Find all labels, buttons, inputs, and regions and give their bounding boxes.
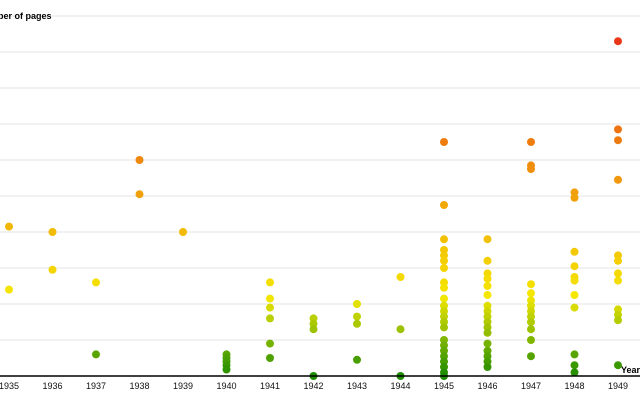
data-point xyxy=(440,201,448,209)
data-point xyxy=(353,319,361,328)
x-tick-label: 1940 xyxy=(216,381,236,391)
data-point xyxy=(614,256,622,265)
data-point xyxy=(570,291,579,299)
data-point xyxy=(570,361,579,370)
data-point xyxy=(614,269,622,278)
x-tick-label: 1936 xyxy=(42,381,62,391)
data-point xyxy=(614,276,622,285)
data-point xyxy=(266,294,274,303)
data-point xyxy=(483,256,492,265)
y-axis-title: Number of pages xyxy=(0,11,52,21)
data-point xyxy=(527,289,535,298)
data-point xyxy=(570,303,579,312)
data-point xyxy=(570,262,579,271)
data-point xyxy=(309,325,318,334)
data-point xyxy=(222,365,231,374)
data-point xyxy=(266,354,274,362)
data-point xyxy=(440,235,448,244)
data-point xyxy=(353,355,361,364)
data-point xyxy=(266,339,274,348)
data-points xyxy=(5,37,622,380)
x-tick-label: 1941 xyxy=(260,381,280,391)
gridlines xyxy=(0,15,640,341)
data-point xyxy=(614,361,622,370)
x-tick-label: 1945 xyxy=(434,381,454,391)
data-point xyxy=(570,368,579,377)
data-point xyxy=(570,276,579,285)
data-point xyxy=(614,136,622,145)
data-point xyxy=(179,228,187,236)
data-point xyxy=(48,265,57,274)
data-point xyxy=(614,37,622,46)
data-point xyxy=(614,316,622,325)
data-point xyxy=(483,328,492,337)
data-point xyxy=(527,318,535,326)
data-point xyxy=(353,300,361,308)
data-point xyxy=(135,190,144,199)
data-point xyxy=(266,314,274,323)
data-point xyxy=(483,339,492,348)
data-point xyxy=(527,165,535,173)
data-point xyxy=(440,294,448,303)
data-point xyxy=(440,138,448,146)
x-tick-label: 1939 xyxy=(173,381,193,391)
data-point xyxy=(440,323,448,332)
data-point xyxy=(483,274,492,283)
data-point xyxy=(614,175,622,184)
data-point xyxy=(527,352,535,361)
data-point xyxy=(5,285,13,294)
data-point xyxy=(5,222,13,231)
x-tick-label: 1947 xyxy=(521,381,541,391)
x-tick-label: 1943 xyxy=(347,381,367,391)
data-point xyxy=(483,235,492,244)
data-point xyxy=(440,264,448,272)
data-point xyxy=(440,256,448,265)
data-point xyxy=(396,325,405,334)
x-tick-label: 1942 xyxy=(303,381,323,391)
data-point xyxy=(48,228,57,236)
data-point xyxy=(483,363,492,371)
data-point xyxy=(92,278,100,287)
data-point xyxy=(92,350,100,359)
data-point xyxy=(396,273,405,281)
data-point xyxy=(570,350,579,359)
data-point xyxy=(527,138,535,146)
data-point xyxy=(440,283,448,292)
x-tick-label: 1938 xyxy=(129,381,149,391)
x-tick-labels: 1935 1936 1937 1938 1939 1940 1941 1942 1943 1944… xyxy=(0,381,628,391)
data-point xyxy=(614,125,622,134)
x-axis-title: Year xyxy=(621,365,640,375)
x-tick-label: 1948 xyxy=(564,381,584,391)
data-point xyxy=(527,280,535,289)
data-point xyxy=(483,291,492,299)
x-tick-label: 1944 xyxy=(390,381,410,391)
data-point xyxy=(570,247,579,256)
x-tick-label: 1935 xyxy=(0,381,19,391)
x-tick-label: 1937 xyxy=(86,381,106,391)
data-point xyxy=(135,156,144,164)
data-point xyxy=(266,303,274,312)
data-point xyxy=(266,278,274,287)
x-tick-label: 1949 xyxy=(608,381,628,391)
data-point xyxy=(353,312,361,321)
data-point xyxy=(527,325,535,334)
data-point xyxy=(527,336,535,344)
data-point xyxy=(570,193,579,202)
x-tick-label: 1946 xyxy=(477,381,497,391)
data-point xyxy=(483,282,492,290)
